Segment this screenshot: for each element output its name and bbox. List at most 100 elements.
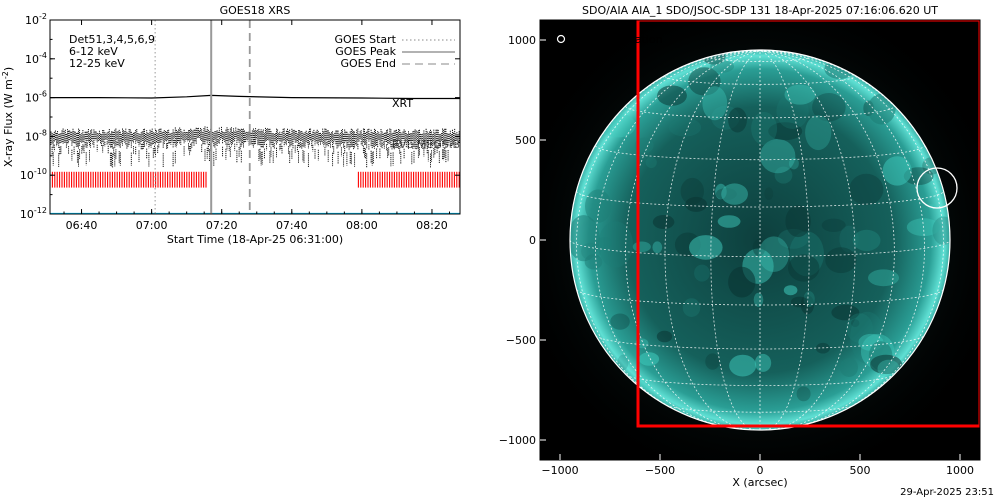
- longitude-line: [759, 50, 944, 419]
- solar-texture-patch: [610, 313, 630, 330]
- solar-texture-patch: [715, 183, 727, 200]
- solar-texture-patch: [657, 85, 687, 106]
- goes-xtick-label: 07:20: [206, 219, 238, 232]
- goes-xtick-label: 08:00: [346, 219, 378, 232]
- solar-texture-patch: [870, 354, 903, 375]
- solar-texture-patch: [868, 269, 899, 287]
- goes-plot-area: [50, 20, 460, 214]
- solar-texture-patch: [702, 86, 728, 121]
- goes-xtick-label: 07:40: [276, 219, 308, 232]
- latitude-line: [595, 145, 925, 161]
- goes-ytick-label: 10-2: [25, 12, 47, 27]
- goes-ytick-label: 10-10: [20, 167, 47, 182]
- solar-texture-patch: [867, 93, 896, 125]
- solar-texture-patch: [788, 157, 799, 170]
- solar-texture-patch: [668, 118, 702, 137]
- aia-xlabel: X (arcsec): [732, 476, 787, 489]
- solar-texture-patch: [764, 187, 774, 200]
- solar-texture-patch: [656, 330, 673, 343]
- goes-xtick-label: 06:40: [66, 219, 98, 232]
- solar-texture-patch: [682, 298, 701, 317]
- goes-xlabel: Start Time (18-Apr-25 06:31:00): [167, 233, 343, 246]
- solar-texture-patch: [652, 241, 663, 254]
- goes-xtick-label: 07:00: [136, 219, 168, 232]
- flux-noise-path: [50, 126, 460, 168]
- longitude-line: [664, 50, 761, 430]
- solar-texture-patch: [598, 221, 633, 268]
- solar-texture-patch: [835, 359, 845, 370]
- legend-goes-peak: GOES Peak: [335, 45, 396, 58]
- solar-texture-patch: [751, 111, 778, 146]
- solar-texture-patch: [632, 241, 651, 253]
- solar-texture-patch: [752, 239, 766, 257]
- generation-timestamp: 29-Apr-2025 23:51: [900, 487, 994, 498]
- solar-texture-patch: [821, 218, 846, 232]
- aia-xtick-label: −1000: [541, 464, 578, 477]
- solar-texture-patch: [570, 215, 600, 262]
- longitude-line: [759, 50, 856, 430]
- aia-ytick-label: −1000: [499, 434, 536, 447]
- solar-texture-patch: [882, 156, 912, 186]
- solar-texture-patch: [760, 138, 796, 174]
- goes-ytick-label: 10-6: [25, 90, 47, 105]
- solar-texture-patch: [685, 196, 707, 212]
- longitude-line: [759, 50, 810, 430]
- solar-texture-patch: [585, 189, 612, 223]
- solar-limb: [569, 49, 951, 431]
- solar-texture-patch: [849, 173, 884, 206]
- solar-texture-patch: [852, 229, 881, 251]
- xrt-label: XRT: [392, 97, 413, 110]
- solar-texture-patch: [790, 296, 809, 308]
- longitude-line: [595, 50, 761, 428]
- aia-ytick-label: 1000: [508, 34, 536, 47]
- solar-texture-patch: [768, 122, 803, 141]
- flux-noise-band: [50, 126, 460, 168]
- solar-texture-patch: [710, 60, 735, 73]
- solar-texture-patch: [694, 264, 710, 282]
- aia-ytick-label: −500: [506, 334, 536, 347]
- solar-texture-patch: [831, 304, 860, 321]
- solar-texture-patch: [774, 166, 793, 184]
- flux-series-line: [50, 94, 460, 100]
- xrt-coverage-bars: [50, 171, 460, 188]
- legend-goes-start: GOES Start: [335, 33, 397, 46]
- solar-texture-patch: [705, 353, 720, 370]
- aia-ytick-label: 0: [529, 234, 536, 247]
- solar-texture-patch: [596, 237, 612, 249]
- aia-title: SDO/AIA AIA_1 SDO/JSOC-SDP 131 18-Apr-20…: [582, 4, 938, 17]
- goes-ytick-label: 10-4: [25, 51, 47, 66]
- longitude-line: [576, 50, 761, 419]
- solar-texture-patch: [753, 292, 764, 307]
- solar-texture-patch: [785, 205, 811, 238]
- aia-xtick-label: 0: [757, 464, 764, 477]
- goes-ytick-label: 10-12: [20, 206, 47, 221]
- solar-texture-patch: [729, 354, 757, 377]
- solar-texture-patch: [840, 358, 858, 377]
- goes-ytick-label: 10-8: [25, 128, 47, 143]
- longitude-line: [710, 50, 761, 430]
- solar-texture-patch: [846, 313, 873, 343]
- goes-axis-ticks: 06:40 07:00 07:20 07:40 08:00 08:20 10-12 10-10…: [20, 12, 460, 232]
- solar-texture-patch: [652, 215, 675, 229]
- aia-xtick-label: −500: [645, 464, 675, 477]
- solar-texture-patch: [721, 183, 748, 205]
- aia-image-panel: SDO/AIA AIA_1 SDO/JSOC-SDP 131 18-Apr-20…: [499, 4, 981, 489]
- solar-texture-patch: [758, 236, 790, 272]
- solar-texture-patch: [796, 386, 811, 402]
- xrt-fov-label: XRT FOV: [551, 422, 598, 435]
- solar-texture-patch: [728, 266, 756, 298]
- latitude-line: [666, 404, 854, 413]
- solar-texture-patch: [688, 67, 721, 96]
- goes-xtick-label: 08:20: [416, 219, 448, 232]
- solar-texture-patch: [645, 156, 657, 169]
- solar-texture-patch: [877, 359, 900, 378]
- solar-texture-patch: [812, 93, 846, 122]
- xrt-fov-box: [636, 20, 980, 428]
- solar-texture-patch: [717, 215, 741, 228]
- solar-texture-patch: [680, 177, 704, 205]
- solar-texture-patch: [617, 354, 629, 371]
- solar-texture-patch: [638, 352, 660, 366]
- solar-texture-patch: [728, 107, 747, 133]
- solar-texture-patch: [715, 188, 737, 201]
- legend-goes-end: GOES End: [340, 57, 396, 70]
